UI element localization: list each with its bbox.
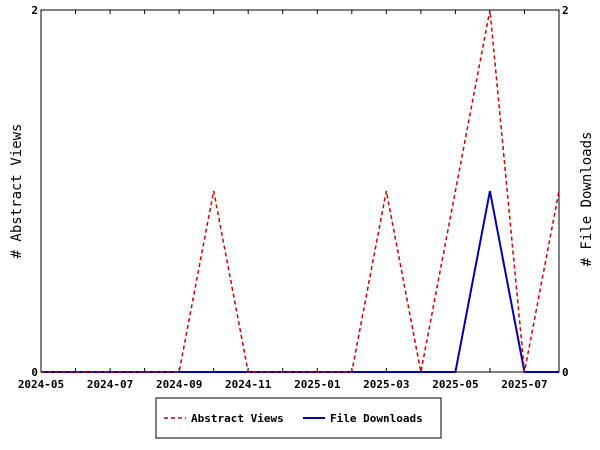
y2-tick-label: 0 <box>562 366 569 379</box>
x-tick-label: 2024-11 <box>225 378 272 391</box>
y2-tick-label: 2 <box>562 4 569 17</box>
y-tick-label: 0 <box>31 366 38 379</box>
x-tick-label: 2024-07 <box>87 378 133 391</box>
series-line-abstract-views <box>41 9 560 373</box>
x-tick-label: 2025-07 <box>501 378 547 391</box>
x-tick-label: 2025-03 <box>363 378 409 391</box>
x-tick-label: 2024-05 <box>18 378 64 391</box>
x-tick-label: 2025-01 <box>294 378 341 391</box>
plot-frame <box>40 9 560 373</box>
x-tick-label: 2024-09 <box>156 378 202 391</box>
legend-label-abstract-views: Abstract Views <box>191 412 284 425</box>
plot-area <box>40 9 560 373</box>
legend: Abstract Views File Downloads <box>155 397 442 439</box>
legend-label-file-downloads: File Downloads <box>330 412 423 425</box>
y2-axis-title: # File Downloads <box>579 132 595 267</box>
y-tick-label: 2 <box>31 4 38 17</box>
series-layer <box>41 9 560 373</box>
x-tick-label: 2025-05 <box>432 378 478 391</box>
legend-box <box>155 397 442 439</box>
y-axis-title: # Abstract Views <box>9 124 25 259</box>
